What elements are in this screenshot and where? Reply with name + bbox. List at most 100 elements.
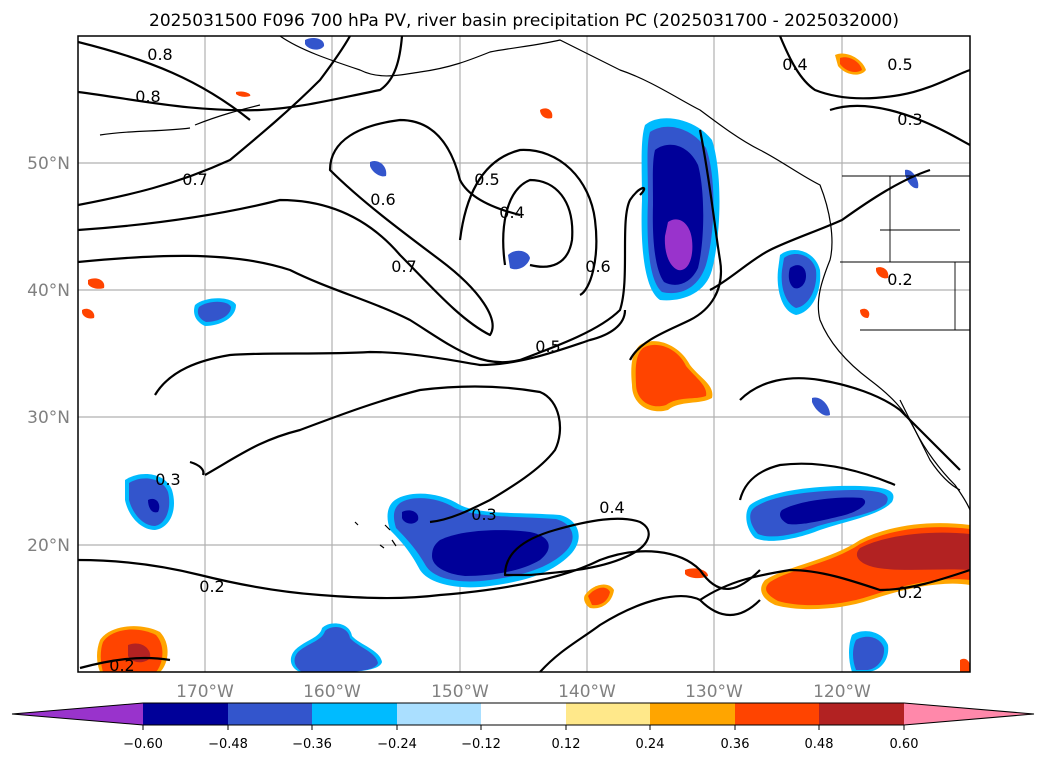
pv-contour-line <box>78 40 251 121</box>
pv-contour-line <box>79 656 171 670</box>
pv-contour-line <box>189 460 205 476</box>
lat-label: 20°N <box>27 536 70 556</box>
coastline-north-america <box>279 36 970 511</box>
lon-label: 120°W <box>813 682 871 702</box>
coastlines <box>99 36 970 549</box>
contour-label: 0.2 <box>199 577 224 596</box>
colorbar-segment <box>650 703 735 725</box>
colorbar-tick-label: −0.36 <box>292 737 332 752</box>
colorbar-tick-labels: −0.60 −0.48 −0.36 −0.24 −0.12 0.12 0.24 … <box>123 737 918 752</box>
contour-label: 0.6 <box>370 190 395 209</box>
contour-label: 0.4 <box>599 498 624 517</box>
contour-label: 0.2 <box>887 270 912 289</box>
pv-contours <box>78 36 970 672</box>
contour-label: 0.3 <box>155 470 180 489</box>
pv-contour-line <box>778 36 970 100</box>
precip-region <box>780 497 866 525</box>
precip-region <box>370 160 387 177</box>
precip-region <box>508 250 530 270</box>
lon-label: 140°W <box>558 682 616 702</box>
coastline-baja <box>899 399 961 491</box>
colorbar-ticks <box>142 725 905 730</box>
contour-label: 0.5 <box>535 337 560 356</box>
colorbar-tick-label: 0.12 <box>552 737 581 752</box>
lon-label: 150°W <box>431 682 489 702</box>
precip-region <box>82 308 95 319</box>
pv-contour-line <box>829 104 970 146</box>
colorbar-tick-label: −0.60 <box>123 737 163 752</box>
precip-region <box>685 568 708 579</box>
colorbar-segment <box>735 703 819 725</box>
precip-shading <box>82 38 970 672</box>
pv-contour-line <box>78 550 761 600</box>
coastline-hawaii <box>379 524 397 549</box>
precip-region <box>788 265 806 289</box>
lat-label: 50°N <box>27 154 70 174</box>
precip-region <box>402 510 419 524</box>
contour-label: 0.4 <box>499 203 524 222</box>
precip-region <box>305 38 325 50</box>
pv-contour-line <box>78 187 646 364</box>
precip-region <box>812 397 830 416</box>
colorbar-extend-min <box>12 703 143 725</box>
colorbar-tick-label: 0.24 <box>636 737 665 752</box>
precip-region <box>148 498 160 513</box>
pv-contour-line <box>539 595 761 672</box>
precip-region <box>876 267 889 279</box>
colorbar-tick-label: −0.12 <box>461 737 501 752</box>
contour-label: 0.8 <box>135 87 160 106</box>
colorbar-extend-max <box>904 703 1034 725</box>
precip-region <box>236 91 251 97</box>
lat-label: 40°N <box>27 281 70 301</box>
contour-label: 0.7 <box>391 257 416 276</box>
colorbar-segment <box>819 703 904 725</box>
pv-contour-line <box>503 517 650 577</box>
coastline-island <box>354 521 359 526</box>
colorbar-tick-label: 0.60 <box>890 737 919 752</box>
colorbar-segment <box>143 703 228 725</box>
colorbar-segment <box>397 703 481 725</box>
precip-region <box>840 57 862 72</box>
contour-label: 0.8 <box>147 45 172 64</box>
precip-region <box>635 344 707 407</box>
coastline-aleutians <box>99 127 191 136</box>
precip-region <box>856 532 970 570</box>
contour-labels: 0.8 0.8 0.7 0.6 0.7 0.5 0.4 0.6 0.5 0.4 … <box>109 45 922 675</box>
colorbar-segment <box>481 703 566 725</box>
precip-region <box>294 626 378 672</box>
precip-region <box>432 530 549 576</box>
contour-label: 0.6 <box>585 257 610 276</box>
contour-label: 0.5 <box>474 170 499 189</box>
pv-contour-line <box>629 129 723 361</box>
contour-label: 0.2 <box>109 656 134 675</box>
colorbar-segment <box>312 703 397 725</box>
contour-label: 0.7 <box>182 170 207 189</box>
pv-contour-line <box>502 178 574 268</box>
contour-label: 0.3 <box>471 505 496 524</box>
precip-region <box>853 636 885 670</box>
lon-label: 130°W <box>685 682 743 702</box>
precip-region <box>88 278 105 289</box>
contour-label: 0.4 <box>782 55 807 74</box>
lon-label: 160°W <box>303 682 361 702</box>
colorbar-segment <box>566 703 650 725</box>
colorbar-tick-label: 0.36 <box>721 737 750 752</box>
lat-label: 30°N <box>27 408 70 428</box>
map-frame <box>77 35 971 673</box>
lon-labels: 170°W 160°W 150°W 140°W 130°W 120°W <box>176 682 871 702</box>
precip-region <box>588 587 610 606</box>
precip-region <box>664 219 693 271</box>
lat-labels: 50°N 40°N 30°N 20°N <box>27 154 70 556</box>
pv-contour-line <box>204 385 562 524</box>
colorbar: −0.60 −0.48 −0.36 −0.24 −0.12 0.12 0.24 … <box>11 702 1035 752</box>
pv-contour-line <box>78 36 351 207</box>
colorbar-segment <box>228 703 312 725</box>
contour-label: 0.2 <box>897 583 922 602</box>
precip-region <box>860 308 870 318</box>
figure-title: 2025031500 F096 700 hPa PV, river basin … <box>149 11 899 31</box>
coastline-alaska-peninsula <box>194 104 261 126</box>
map-panel: 0.8 0.8 0.7 0.6 0.7 0.5 0.4 0.6 0.5 0.4 … <box>77 35 971 675</box>
pv-contour-line <box>78 36 404 112</box>
pv-contour-line <box>739 377 961 471</box>
